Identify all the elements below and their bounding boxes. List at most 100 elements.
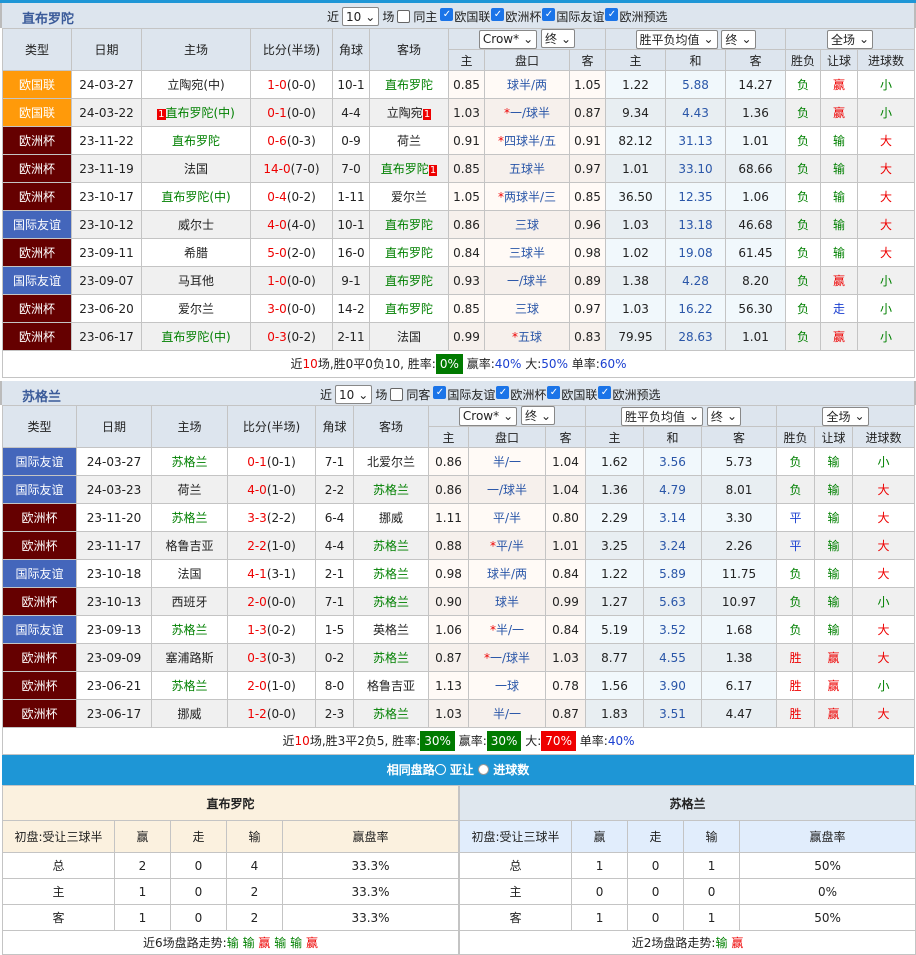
handicap-line[interactable]: *一/球半 <box>484 98 570 127</box>
away-team[interactable]: 苏格兰 <box>353 587 429 616</box>
home-team[interactable]: 直布罗陀 <box>141 126 251 155</box>
away-team[interactable]: 北爱尔兰 <box>353 447 429 476</box>
scope-select[interactable]: 全场 ⌄ <box>822 406 869 426</box>
scope-select[interactable]: 全场 ⌄ <box>826 29 874 49</box>
away-team[interactable]: 苏格兰 <box>353 643 429 672</box>
handicap-line[interactable]: 半/一 <box>468 699 546 728</box>
match-type[interactable]: 欧洲杯 <box>2 322 72 351</box>
match-type[interactable]: 欧洲杯 <box>2 699 77 728</box>
score[interactable]: 2-0(1-0) <box>227 671 316 700</box>
handicap-line[interactable]: *两球半/三 <box>484 182 570 211</box>
match-type[interactable]: 欧洲杯 <box>2 643 77 672</box>
score[interactable]: 4-0(4-0) <box>250 210 333 239</box>
period-select[interactable]: 终 ⌄ <box>721 29 756 49</box>
away-team[interactable]: 直布罗陀 <box>369 70 449 99</box>
match-type[interactable]: 国际友谊 <box>2 559 77 588</box>
home-team[interactable]: 马耳他 <box>141 266 251 295</box>
score[interactable]: 0-4(0-2) <box>250 182 333 211</box>
away-team[interactable]: 直布罗陀 <box>369 238 449 267</box>
score[interactable]: 1-0(0-0) <box>250 266 333 295</box>
home-team[interactable]: 立陶宛(中) <box>141 70 251 99</box>
filter-checkbox[interactable]: ✓ <box>605 8 619 21</box>
match-type[interactable]: 欧洲杯 <box>2 126 72 155</box>
handicap-line[interactable]: 一/球半 <box>484 266 570 295</box>
home-team[interactable]: 格鲁吉亚 <box>151 531 228 560</box>
avg-select[interactable]: 胜平负均值 ⌄ <box>635 29 718 49</box>
home-team[interactable]: 直布罗陀(中) <box>141 182 251 211</box>
handicap-line[interactable]: *一/球半 <box>468 643 546 672</box>
radio-handicap-label[interactable]: 亚让 <box>449 763 474 777</box>
match-type[interactable]: 欧洲杯 <box>2 531 77 560</box>
handicap-line[interactable]: 三球 <box>484 210 570 239</box>
score[interactable]: 4-1(3-1) <box>227 559 316 588</box>
match-type[interactable]: 欧洲杯 <box>2 154 72 183</box>
filter-checkbox[interactable]: ✓ <box>491 8 505 21</box>
score[interactable]: 5-0(2-0) <box>250 238 333 267</box>
home-team[interactable]: 西班牙 <box>151 587 228 616</box>
score[interactable]: 0-1(0-0) <box>250 98 333 127</box>
home-team[interactable]: 爱尔兰 <box>141 294 251 323</box>
match-type[interactable]: 国际友谊 <box>2 615 77 644</box>
handicap-line[interactable]: 球半 <box>468 587 546 616</box>
handicap-line[interactable]: *五球 <box>484 322 570 351</box>
score[interactable]: 1-0(0-0) <box>250 70 333 99</box>
away-team[interactable]: 苏格兰 <box>353 531 429 560</box>
period-select[interactable]: 终 ⌄ <box>706 406 741 426</box>
home-team[interactable]: 苏格兰 <box>151 447 228 476</box>
home-team[interactable]: 法国 <box>141 154 251 183</box>
score[interactable]: 1-3(0-2) <box>227 615 316 644</box>
filter-checkbox[interactable]: ✓ <box>496 386 510 399</box>
radio-handicap[interactable] <box>434 764 446 775</box>
match-type[interactable]: 国际友谊 <box>2 475 77 504</box>
away-team[interactable]: 苏格兰 <box>353 699 429 728</box>
team2-count-select[interactable]: 10 ⌄ <box>335 385 373 404</box>
home-team[interactable]: 威尔士 <box>141 210 251 239</box>
handicap-line[interactable]: 一/球半 <box>468 475 546 504</box>
filter-checkbox[interactable]: ✓ <box>433 386 447 399</box>
home-team[interactable]: 苏格兰 <box>151 503 228 532</box>
same-away-checkbox[interactable] <box>390 388 404 401</box>
match-type[interactable]: 欧洲杯 <box>2 182 72 211</box>
period-select[interactable]: 终 ⌄ <box>521 406 556 426</box>
away-team[interactable]: 苏格兰 <box>353 559 429 588</box>
score[interactable]: 0-3(0-2) <box>250 322 333 351</box>
avg-select[interactable]: 胜平负均值 ⌄ <box>621 406 704 426</box>
score[interactable]: 2-0(0-0) <box>227 587 316 616</box>
team1-count-select[interactable]: 10 ⌄ <box>342 7 380 26</box>
period-select[interactable]: 终 ⌄ <box>541 29 576 49</box>
away-team[interactable]: 立陶宛1 <box>369 98 449 127</box>
match-type[interactable]: 欧洲杯 <box>2 238 72 267</box>
score[interactable]: 0-6(0-3) <box>250 126 333 155</box>
match-type[interactable]: 国际友谊 <box>2 210 72 239</box>
away-team[interactable]: 直布罗陀 <box>369 294 449 323</box>
score[interactable]: 4-0(1-0) <box>227 475 316 504</box>
company-select[interactable]: Crow* ⌄ <box>458 406 518 426</box>
handicap-line[interactable]: 平/半 <box>468 503 546 532</box>
away-team[interactable]: 格鲁吉亚 <box>353 671 429 700</box>
filter-checkbox[interactable]: ✓ <box>547 386 561 399</box>
handicap-line[interactable]: 三球 <box>484 294 570 323</box>
score[interactable]: 14-0(7-0) <box>250 154 333 183</box>
match-type[interactable]: 欧洲杯 <box>2 587 77 616</box>
away-team[interactable]: 法国 <box>369 322 449 351</box>
filter-checkbox[interactable]: ✓ <box>598 386 612 399</box>
handicap-line[interactable]: 一球 <box>468 671 546 700</box>
home-team[interactable]: 荷兰 <box>151 475 228 504</box>
handicap-line[interactable]: 球半/两 <box>468 559 546 588</box>
score[interactable]: 2-2(1-0) <box>227 531 316 560</box>
match-type[interactable]: 国际友谊 <box>2 266 72 295</box>
match-type[interactable]: 欧国联 <box>2 70 72 99</box>
score[interactable]: 0-1(0-1) <box>227 447 316 476</box>
match-type[interactable]: 欧洲杯 <box>2 294 72 323</box>
away-team[interactable]: 英格兰 <box>353 615 429 644</box>
filter-checkbox[interactable]: ✓ <box>440 8 454 21</box>
score[interactable]: 0-3(0-3) <box>227 643 316 672</box>
away-team[interactable]: 直布罗陀1 <box>369 154 449 183</box>
filter-checkbox[interactable]: ✓ <box>542 8 556 21</box>
same-home-checkbox[interactable] <box>397 10 411 23</box>
handicap-line[interactable]: *平/半 <box>468 531 546 560</box>
handicap-line[interactable]: *四球半/五 <box>484 126 570 155</box>
home-team[interactable]: 苏格兰 <box>151 671 228 700</box>
handicap-line[interactable]: 球半/两 <box>484 70 570 99</box>
home-team[interactable]: 直布罗陀(中) <box>141 322 251 351</box>
